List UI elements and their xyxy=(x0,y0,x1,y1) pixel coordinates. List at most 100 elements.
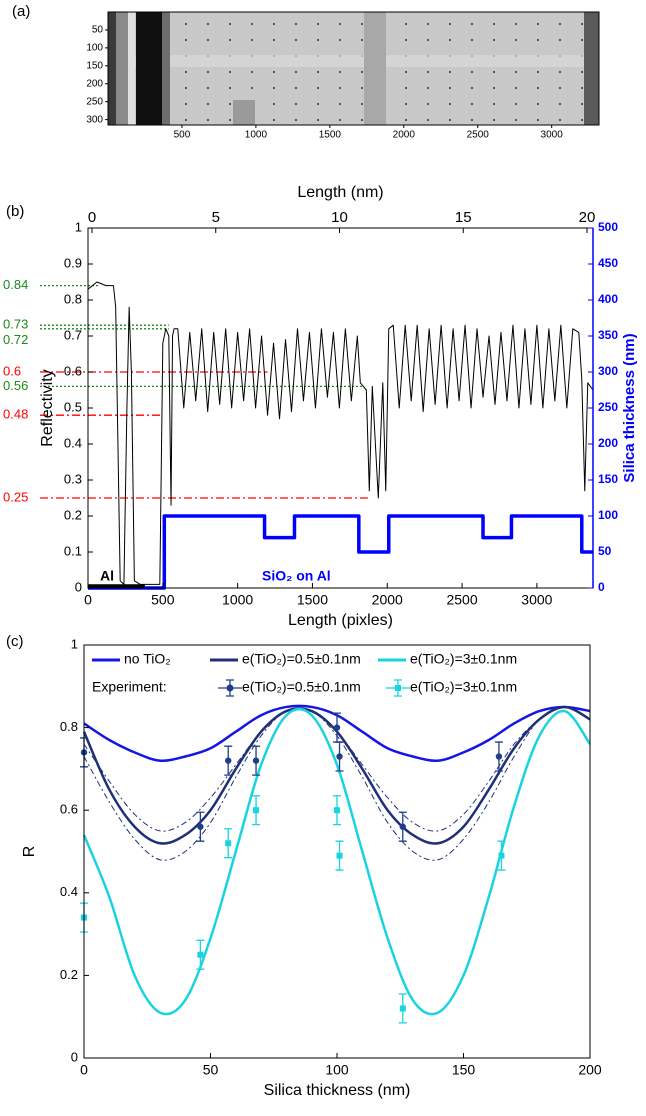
x-tick-label: 1000 xyxy=(222,592,253,608)
y-tick-label: 0.9 xyxy=(64,255,82,270)
y-tick-label: 0.2 xyxy=(60,967,78,982)
data-point xyxy=(253,807,260,814)
data-point xyxy=(252,757,260,764)
y2-tick-label: 100 xyxy=(598,508,618,522)
series-line xyxy=(87,281,594,585)
x-tick-label: 1500 xyxy=(319,130,342,141)
legend-marker xyxy=(226,684,234,692)
y-tick-label: 0.8 xyxy=(64,291,82,306)
y-tick-label: 1 xyxy=(75,219,82,234)
legend-label: e(TiO₂)=0.5±0.1nm xyxy=(242,679,361,695)
data-point xyxy=(197,951,204,958)
y-tick-label: 100 xyxy=(86,43,103,54)
plot-frame xyxy=(83,644,591,1059)
data-point xyxy=(225,757,232,764)
image-strip xyxy=(136,12,162,125)
y2-tick-label: 250 xyxy=(598,400,618,414)
x-tick-label: 500 xyxy=(174,130,191,141)
y-tick-label: 0.2 xyxy=(64,507,82,522)
x2-tick-label: 10 xyxy=(331,209,348,226)
data-point xyxy=(197,823,204,830)
y2-tick-label: 200 xyxy=(598,436,618,450)
y-tick-label: 300 xyxy=(86,114,103,125)
x-tick-label: 0 xyxy=(84,592,92,608)
x-tick-label: 3000 xyxy=(521,592,552,608)
y-tick-label: 0 xyxy=(71,1049,78,1064)
image-strip xyxy=(584,12,599,125)
y2-tick-label: 450 xyxy=(598,256,618,270)
y-tick-label: 0.7 xyxy=(64,327,82,342)
x-axis-label: Length (pixles) xyxy=(288,612,393,629)
x2-tick-label: 20 xyxy=(579,209,596,226)
x-tick-label: 100 xyxy=(325,1062,349,1078)
y-tick-label: 1 xyxy=(71,636,78,651)
data-point xyxy=(334,807,340,814)
x-tick-label: 2000 xyxy=(393,130,416,141)
panel-label: (a) xyxy=(12,3,30,20)
x2-tick-label: 0 xyxy=(88,209,96,226)
y-tick-label: 0.1 xyxy=(64,543,82,558)
x-tick-label: 0 xyxy=(80,1062,88,1078)
reference-label: 0.25 xyxy=(3,489,28,504)
reference-label: 0.48 xyxy=(3,407,28,422)
panel-label: (b) xyxy=(6,203,24,220)
y2-tick-label: 500 xyxy=(598,220,618,234)
data-point xyxy=(498,852,505,859)
y2-tick-label: 350 xyxy=(598,328,618,342)
legend-label: e(TiO₂)=0.5±0.1nm xyxy=(242,651,361,667)
y-tick-label: 200 xyxy=(86,78,103,89)
x-tick-label: 3000 xyxy=(541,130,564,141)
y2-tick-label: 50 xyxy=(598,544,612,558)
y-tick-label: 0.3 xyxy=(64,471,82,486)
y-tick-label: 150 xyxy=(86,60,103,71)
x-tick-label: 200 xyxy=(578,1062,602,1078)
x2-axis-label: Length (nm) xyxy=(297,184,383,201)
data-point xyxy=(495,753,503,760)
x-tick-label: 2000 xyxy=(372,592,403,608)
legend-marker xyxy=(395,685,401,691)
x-tick-label: 2500 xyxy=(467,130,490,141)
microscope-image xyxy=(107,11,600,126)
legend-label: no TiO₂ xyxy=(124,651,171,667)
data-point xyxy=(333,724,341,731)
series-line xyxy=(88,514,593,590)
data-point xyxy=(399,1005,406,1012)
x-tick-label: 1500 xyxy=(297,592,328,608)
data-point xyxy=(336,852,343,859)
y2-tick-label: 0 xyxy=(598,580,605,594)
x-tick-label: 2500 xyxy=(446,592,477,608)
y2-tick-label: 300 xyxy=(598,364,618,378)
x-tick-label: 150 xyxy=(452,1062,476,1078)
legend-label: e(TiO₂)=3±0.1nm xyxy=(410,651,517,667)
image-band xyxy=(108,55,599,67)
y-tick-label: 250 xyxy=(86,96,103,107)
y2-axis-label: Silica thickness (nm) xyxy=(621,333,638,482)
y2-tick-label: 150 xyxy=(598,472,618,486)
legend-label: e(TiO₂)=3±0.1nm xyxy=(410,679,517,695)
x-tick-label: 50 xyxy=(203,1062,219,1078)
reference-label: 0.6 xyxy=(3,363,21,378)
x2-tick-label: 15 xyxy=(455,209,472,226)
legend-label: Experiment: xyxy=(92,679,167,695)
y-tick-label: 0.6 xyxy=(64,363,82,378)
reference-label: 0.73 xyxy=(3,317,28,332)
x-tick-label: 500 xyxy=(151,592,175,608)
y-tick-label: 0.6 xyxy=(60,802,78,817)
y-tick-label: 0.8 xyxy=(60,719,78,734)
image-strip xyxy=(116,12,128,125)
x2-tick-label: 5 xyxy=(212,209,220,226)
y-tick-label: 0 xyxy=(75,579,82,594)
y2-tick-label: 400 xyxy=(598,292,618,306)
annotation: SiO₂ on Al xyxy=(262,568,331,584)
annotation: Al xyxy=(100,568,114,584)
y-axis-label: Reflectivity xyxy=(39,369,56,446)
reference-label: 0.84 xyxy=(3,277,28,292)
x-tick-label: 1000 xyxy=(245,130,268,141)
image-strip xyxy=(364,12,386,125)
x-axis-label: Silica thickness (nm) xyxy=(264,1082,411,1099)
y-axis-label: R xyxy=(21,846,38,858)
image-strip xyxy=(108,12,116,125)
data-point xyxy=(336,753,343,760)
y-tick-label: 50 xyxy=(92,25,104,36)
